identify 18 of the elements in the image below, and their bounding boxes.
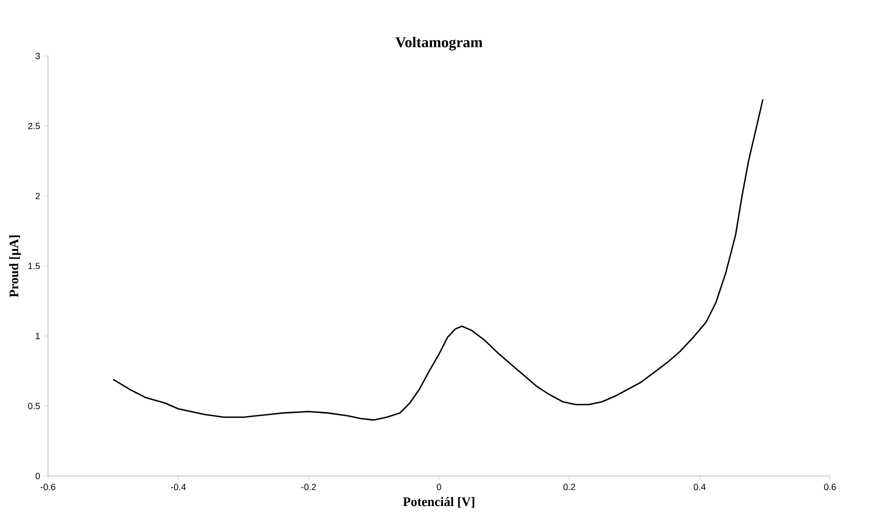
- y-tick-label: 2.5: [28, 122, 40, 130]
- y-tick-label: 3: [36, 52, 40, 60]
- x-axis-title: Potenciál [V]: [403, 496, 474, 508]
- y-tick-label: 0: [36, 472, 40, 480]
- y-tick-label: 1: [36, 332, 40, 340]
- x-tick-label: 0.6: [824, 484, 836, 490]
- y-tick-label: 0.5: [28, 402, 40, 410]
- x-tick-label: -0.4: [171, 484, 186, 490]
- x-tick-label: 0: [436, 484, 442, 490]
- x-tick-label: 0.4: [694, 484, 706, 490]
- x-tick-label: -0.6: [40, 484, 56, 490]
- x-tick-label: 0.2: [563, 484, 576, 490]
- y-axis-title: Proud [μA]: [9, 236, 21, 298]
- x-tick-label: -0.2: [301, 484, 316, 490]
- line-series: [112, 98, 764, 421]
- y-tick-label: 1.5: [28, 262, 40, 270]
- chart-title: Voltamogram: [395, 36, 482, 50]
- y-tick-label: 2: [36, 192, 40, 200]
